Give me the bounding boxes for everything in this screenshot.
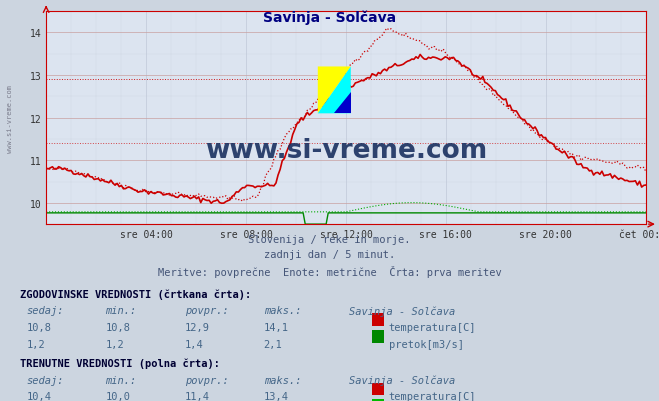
Polygon shape <box>334 93 351 114</box>
Text: zadnji dan / 5 minut.: zadnji dan / 5 minut. <box>264 250 395 260</box>
Polygon shape <box>318 67 351 114</box>
Polygon shape <box>318 67 351 114</box>
Text: povpr.:: povpr.: <box>185 375 228 385</box>
Text: Savinja - Solčava: Savinja - Solčava <box>263 10 396 24</box>
Text: 1,4: 1,4 <box>185 339 203 349</box>
Text: sedaj:: sedaj: <box>26 306 64 316</box>
Text: temperatura[C]: temperatura[C] <box>389 391 476 401</box>
Text: min.:: min.: <box>105 306 136 316</box>
Text: www.si-vreme.com: www.si-vreme.com <box>7 84 13 152</box>
Text: temperatura[C]: temperatura[C] <box>389 322 476 332</box>
Text: 10,0: 10,0 <box>105 391 130 401</box>
Text: maks.:: maks.: <box>264 306 301 316</box>
Text: sedaj:: sedaj: <box>26 375 64 385</box>
Text: 11,4: 11,4 <box>185 391 210 401</box>
Text: 13,4: 13,4 <box>264 391 289 401</box>
Text: 2,1: 2,1 <box>264 339 282 349</box>
Text: 10,4: 10,4 <box>26 391 51 401</box>
Text: TRENUTNE VREDNOSTI (polna črta):: TRENUTNE VREDNOSTI (polna črta): <box>20 358 219 368</box>
Text: 1,2: 1,2 <box>105 339 124 349</box>
Text: ZGODOVINSKE VREDNOSTI (črtkana črta):: ZGODOVINSKE VREDNOSTI (črtkana črta): <box>20 289 251 299</box>
Text: 1,2: 1,2 <box>26 339 45 349</box>
Text: Savinja - Solčava: Savinja - Solčava <box>349 306 455 316</box>
Text: 10,8: 10,8 <box>26 322 51 332</box>
Text: 10,8: 10,8 <box>105 322 130 332</box>
Text: min.:: min.: <box>105 375 136 385</box>
Text: Meritve: povprečne  Enote: metrične  Črta: prva meritev: Meritve: povprečne Enote: metrične Črta:… <box>158 265 501 277</box>
Text: Slovenija / reke in morje.: Slovenija / reke in morje. <box>248 235 411 245</box>
Text: maks.:: maks.: <box>264 375 301 385</box>
Text: 14,1: 14,1 <box>264 322 289 332</box>
Text: www.si-vreme.com: www.si-vreme.com <box>205 137 487 163</box>
Text: 12,9: 12,9 <box>185 322 210 332</box>
Text: pretok[m3/s]: pretok[m3/s] <box>389 339 464 349</box>
Text: povpr.:: povpr.: <box>185 306 228 316</box>
Text: Savinja - Solčava: Savinja - Solčava <box>349 375 455 385</box>
